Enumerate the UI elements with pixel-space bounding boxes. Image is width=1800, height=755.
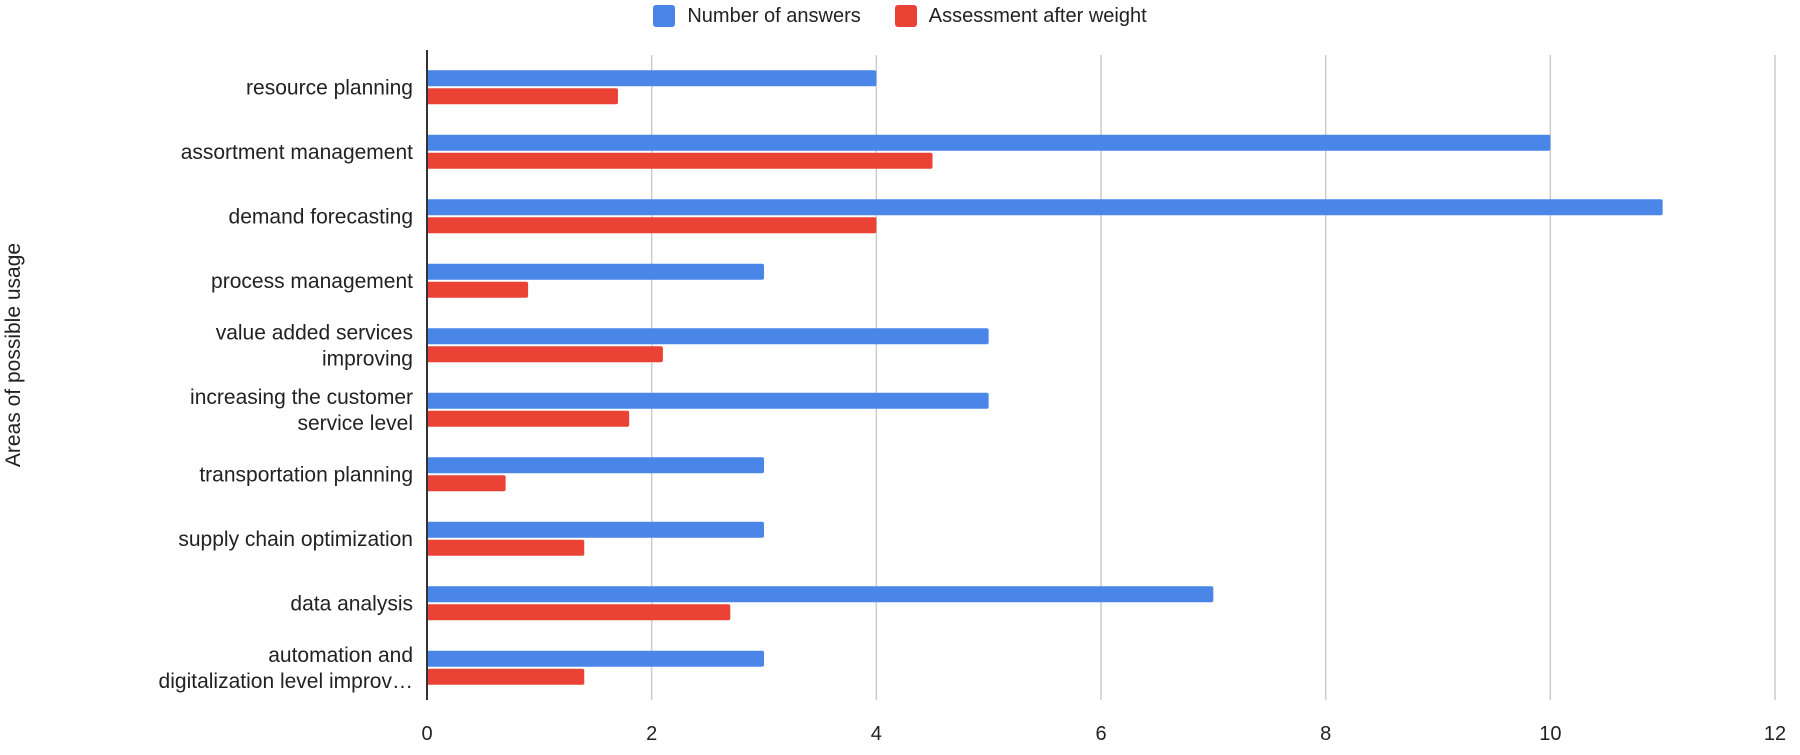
bar-number-of-answers [427,199,1663,216]
y-tick-label: process management [211,270,413,293]
x-tick-label: 6 [1095,723,1106,745]
y-tick-label: demand forecasting [229,205,413,228]
y-tick-label: automation and digitalization level impro… [159,644,413,693]
y-tick-label-line: demand forecasting [229,205,413,228]
y-tick-label-line: improving [322,347,413,370]
y-tick-label-line: supply chain optimization [178,528,413,551]
y-tick-label-line: digitalization level improv… [159,670,413,693]
bar-number-of-answers [427,134,1551,151]
bar-number-of-answers [427,521,764,538]
x-tick-label: 4 [871,723,882,745]
x-tick-label: 0 [421,723,432,745]
legend-label-series-1: Number of answers [687,4,861,27]
y-tick-label-line: automation and [268,644,413,667]
x-tick-label: 2 [646,723,657,745]
bar-number-of-answers [427,263,764,280]
bar-number-of-answers [427,586,1214,603]
bar-assessment-after-weight [427,152,933,169]
bar-assessment-after-weight [427,604,731,621]
legend-label-series-2: Assessment after weight [928,4,1147,27]
chart-legend: Number of answers Assessment after weigh… [0,0,1800,32]
bar-assessment-after-weight [427,281,529,298]
y-tick-label: resource planning [246,76,413,99]
x-tick-label: 8 [1320,723,1331,745]
bar-assessment-after-weight [427,539,585,556]
y-tick-label-line: resource planning [246,76,413,99]
y-tick-label-line: process management [211,270,413,293]
bar-assessment-after-weight [427,346,663,363]
bar-number-of-answers [427,457,764,474]
y-tick-label-line: service level [297,412,413,435]
y-tick-label: assortment management [181,141,413,164]
legend-item-series-2[interactable]: Assessment after weight [894,4,1147,28]
y-tick-label: data analysis [290,592,413,615]
x-tick-label: 12 [1764,723,1786,745]
bar-number-of-answers [427,328,989,345]
bar-number-of-answers [427,392,989,409]
y-tick-label-line: assortment management [181,141,413,164]
bar-assessment-after-weight [427,668,585,685]
y-tick-label-line: data analysis [290,592,413,615]
y-tick-label-line: value added services [216,321,413,344]
bar-assessment-after-weight [427,88,618,105]
legend-item-series-1[interactable]: Number of answers [653,4,861,28]
y-tick-label-line: transportation planning [199,463,413,486]
y-tick-label-line: increasing the customer [190,386,413,409]
y-tick-label: transportation planning [199,463,413,486]
legend-swatch-series-2 [894,5,917,27]
y-tick-label: increasing the customer service level [190,386,413,435]
y-tick-label: value added services improving [216,321,413,370]
bar-number-of-answers [427,70,877,87]
x-tick-label: 10 [1539,723,1561,745]
y-tick-label: supply chain optimization [178,528,413,551]
bar-number-of-answers [427,650,764,667]
bar-assessment-after-weight [427,217,877,234]
legend-swatch-series-1 [653,5,676,27]
bar-assessment-after-weight [427,410,630,427]
bar-assessment-after-weight [427,475,506,492]
